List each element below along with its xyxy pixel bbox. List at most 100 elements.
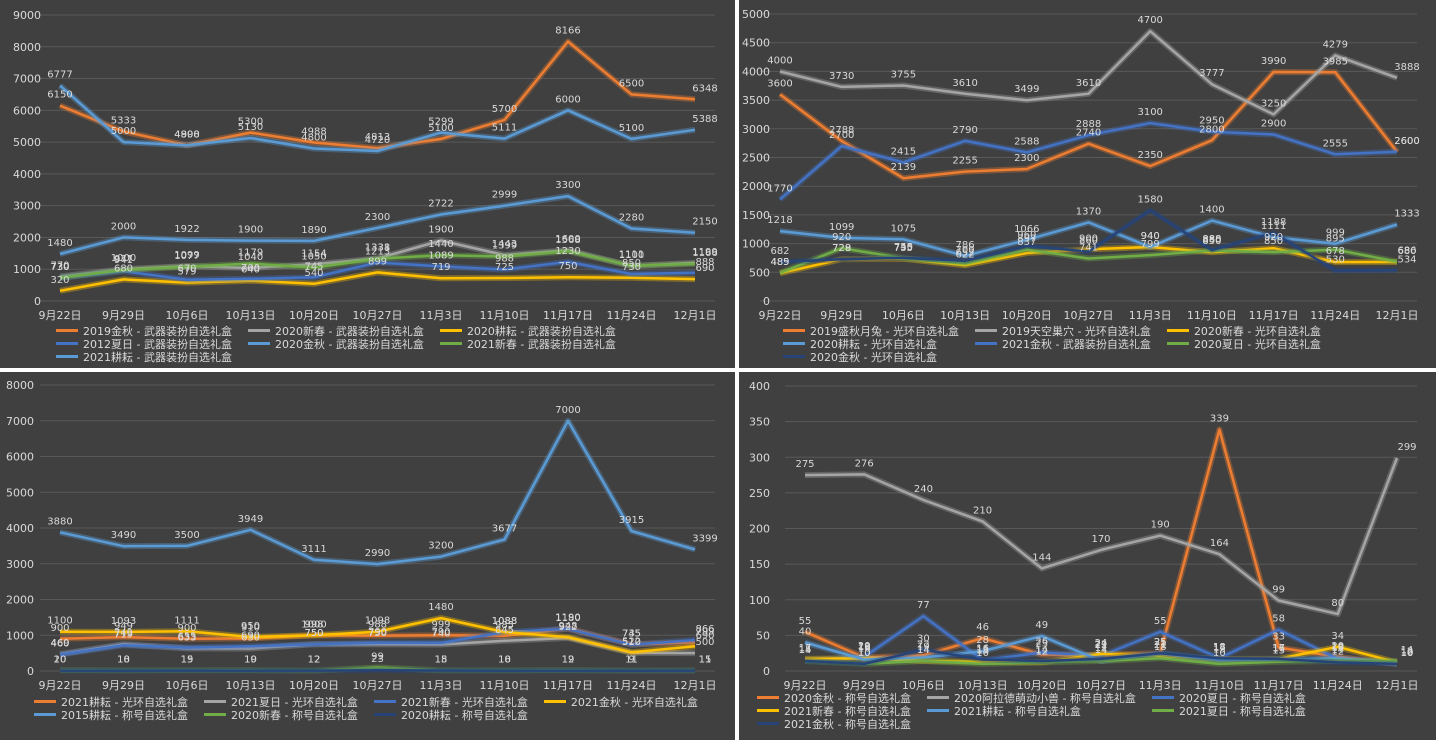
data-label: 6348 [692,83,717,94]
data-label: 3880 [47,516,72,527]
data-label: 510 [622,637,641,648]
data-label: 1900 [238,225,263,236]
data-label: 18 [858,642,871,653]
legend-label: 2021耕耘 - 光环自选礼盒 [61,695,188,709]
legend-swatch [34,713,56,716]
legend-swatch [1166,342,1189,345]
data-label: 15 [181,654,194,665]
legend-label: 2020耕耘 - 武器装扮自选礼盒 [466,324,616,338]
data-label: 686 [1397,246,1416,257]
y-tick-label: 3000 [6,558,34,571]
data-label: 1333 [1394,208,1419,219]
y-tick-label: 8000 [6,379,34,392]
data-label: 3755 [891,69,916,80]
x-tick-label: 11月3日 [1139,679,1182,692]
legend-label: 2020阿拉德萌动小兽 - 称号自选礼盒 [953,691,1136,705]
legend-item: 2020新春 - 光环自选礼盒 [1166,324,1321,338]
y-tick-label: 5000 [13,136,41,149]
data-label: 2999 [492,190,517,201]
legend-label: 2019盛秋月兔 - 光环自选礼盒 [810,324,959,338]
y-tick-label: 5000 [742,8,770,21]
data-label: 652 [956,248,975,259]
data-label: 4700 [1137,15,1162,26]
data-label: 2790 [952,125,977,136]
data-label: 790 [431,627,450,638]
legend-label: 2020新春 - 称号自选礼盒 [230,708,358,722]
data-label: 2000 [111,221,136,232]
data-label: 18 [117,654,130,665]
series-line [59,260,696,281]
series-line [779,219,1398,258]
data-label: 12 [562,655,575,666]
chart-panel-weapon-boxes: 0 1000 2000 3000 4000 5000 6000 7000 8000 9000 9月2… [0,0,735,368]
data-label: 1098 [365,616,390,627]
x-tick-label: 10月13日 [226,679,276,692]
y-tick-label: 4000 [13,168,41,181]
data-label: 3399 [692,533,717,544]
series-line [59,627,696,656]
data-label: 1568 [555,235,580,246]
data-label: 18 [1213,642,1226,653]
x-tick-label: 10月27日 [353,309,403,322]
data-label: 845 [495,625,514,636]
data-label: 750 [558,261,577,272]
legend-item: 2021金秋 - 光环自选礼盒 [543,695,698,709]
chart-panel-aura-boxes: 0 500 1000 1500 2000 2500 3000 3500 4000 4500 5000… [739,0,1436,368]
data-label: 144 [1032,552,1051,563]
legend-label: 2021夏日 - 光环自选礼盒 [230,695,358,709]
x-tick-label: 10月13日 [940,309,990,322]
data-label: 5100 [619,123,644,134]
legend-swatch [1166,329,1189,332]
x-tick-label: 11月10日 [1187,309,1237,322]
chart-legend: 2019金秋 - 武器装扮自选礼盒 2020新春 - 武器装扮自选礼盒 2020耕耘… [56,324,616,364]
data-label: 998 [304,619,323,630]
data-label: 1093 [111,616,136,627]
data-label: 58 [1272,614,1285,625]
data-label: 2740 [1076,128,1101,139]
y-tick-label: 2000 [6,594,34,607]
legend-item: 2020新春 - 称号自选礼盒 [203,708,358,722]
data-label: 55 [799,616,812,627]
data-label: 500 [695,637,714,648]
data-label: 745 [304,261,323,272]
data-label: 25 [1154,637,1167,648]
x-tick-label: 11月24日 [607,309,657,322]
y-tick-label: 1000 [6,629,34,642]
data-label: 12 [308,655,321,666]
legend-label: 2020新春 - 武器装扮自选礼盒 [274,324,424,338]
x-tick-label: 11月17日 [1249,309,1299,322]
data-label: 4988 [301,126,326,137]
data-label: 15 [435,654,448,665]
data-label: 10 [976,648,989,659]
data-label: 735 [622,629,641,640]
legend-swatch [783,342,805,345]
data-label: 12 [1401,646,1414,657]
data-label: 786 [956,240,975,251]
data-label: 700 [241,263,260,274]
data-label: 6500 [619,78,644,89]
data-label: 700 [956,245,975,256]
data-label: 2900 [1261,119,1286,130]
data-label: 850 [622,258,641,269]
data-label: 10 [1401,648,1414,659]
data-label: 4898 [174,129,199,140]
legend-item: 2020金秋 - 光环自选礼盒 [783,350,959,364]
legend-item: 2020夏日 - 光环自选礼盒 [1166,337,1321,351]
data-label: 740 [431,629,450,640]
y-tick-label: 200 [749,523,770,536]
x-tick-label: 10月6日 [166,679,209,692]
data-label: 940 [1141,231,1160,242]
y-tick-label: 400 [749,380,770,393]
data-label: 1580 [1137,194,1162,205]
x-tick-label: 11月24日 [1313,679,1363,692]
data-label: 922 [558,622,577,633]
data-label: 1331 [365,243,390,254]
x-tick-label: 11月10日 [480,309,530,322]
legend-swatch [783,355,805,358]
legend-item: 2020金秋 - 称号自选礼盒 [757,691,911,705]
data-label: 522 [622,636,641,647]
series-line [804,428,1398,666]
legend-swatch [56,355,78,358]
data-label: 690 [695,263,714,274]
x-tick-label: 10月13日 [226,309,276,322]
